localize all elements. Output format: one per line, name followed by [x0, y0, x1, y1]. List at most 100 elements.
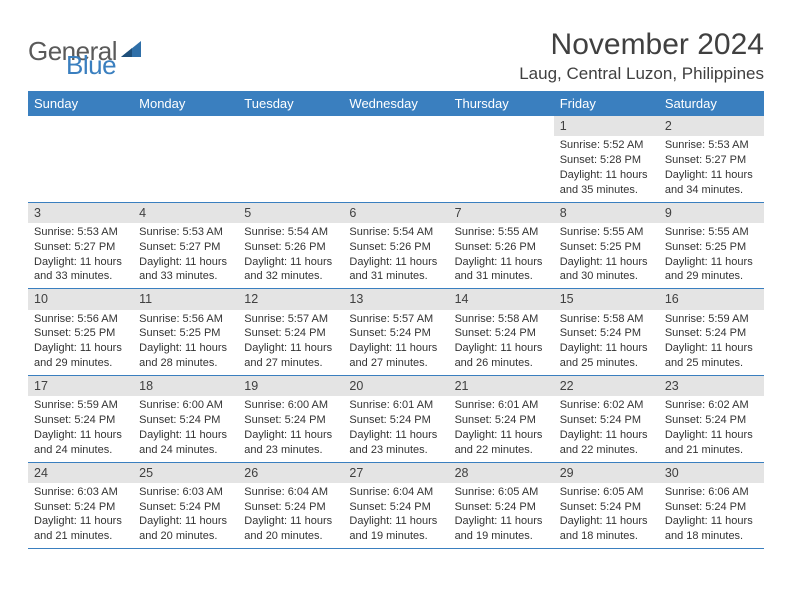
day-daylight: Daylight: 11 hours and 27 minutes.: [349, 341, 442, 371]
day-body: Sunrise: 6:02 AMSunset: 5:24 PMDaylight:…: [554, 396, 659, 461]
day-daylight: Daylight: 11 hours and 24 minutes.: [34, 428, 127, 458]
weekday-header: Saturday: [659, 91, 764, 116]
day-number: 18: [133, 376, 238, 396]
day-sunset: Sunset: 5:24 PM: [34, 500, 127, 515]
day-daylight: Daylight: 11 hours and 32 minutes.: [244, 255, 337, 285]
day-body: Sunrise: 5:55 AMSunset: 5:26 PMDaylight:…: [449, 223, 554, 288]
day-body: Sunrise: 6:06 AMSunset: 5:24 PMDaylight:…: [659, 483, 764, 548]
day-body: Sunrise: 6:00 AMSunset: 5:24 PMDaylight:…: [133, 396, 238, 461]
day-body: Sunrise: 5:53 AMSunset: 5:27 PMDaylight:…: [28, 223, 133, 288]
calendar-cell: [133, 116, 238, 202]
day-daylight: Daylight: 11 hours and 29 minutes.: [34, 341, 127, 371]
weekday-header: Tuesday: [238, 91, 343, 116]
day-daylight: Daylight: 11 hours and 23 minutes.: [349, 428, 442, 458]
day-sunrise: Sunrise: 5:55 AM: [560, 225, 653, 240]
day-sunset: Sunset: 5:25 PM: [139, 326, 232, 341]
day-number: 12: [238, 289, 343, 309]
day-daylight: Daylight: 11 hours and 27 minutes.: [244, 341, 337, 371]
day-sunrise: Sunrise: 5:57 AM: [349, 312, 442, 327]
day-number: 23: [659, 376, 764, 396]
day-number: 1: [554, 116, 659, 136]
day-sunset: Sunset: 5:25 PM: [34, 326, 127, 341]
day-sunset: Sunset: 5:27 PM: [665, 153, 758, 168]
day-body: Sunrise: 6:03 AMSunset: 5:24 PMDaylight:…: [133, 483, 238, 548]
day-sunset: Sunset: 5:24 PM: [349, 326, 442, 341]
day-number: 6: [343, 203, 448, 223]
day-sunrise: Sunrise: 5:57 AM: [244, 312, 337, 327]
day-body: Sunrise: 5:56 AMSunset: 5:25 PMDaylight:…: [133, 310, 238, 375]
day-daylight: Daylight: 11 hours and 30 minutes.: [560, 255, 653, 285]
day-body: Sunrise: 5:59 AMSunset: 5:24 PMDaylight:…: [659, 310, 764, 375]
calendar-cell: 3Sunrise: 5:53 AMSunset: 5:27 PMDaylight…: [28, 202, 133, 289]
calendar-row: 3Sunrise: 5:53 AMSunset: 5:27 PMDaylight…: [28, 202, 764, 289]
day-body: Sunrise: 5:55 AMSunset: 5:25 PMDaylight:…: [554, 223, 659, 288]
day-sunrise: Sunrise: 5:58 AM: [455, 312, 548, 327]
day-sunset: Sunset: 5:27 PM: [139, 240, 232, 255]
day-daylight: Daylight: 11 hours and 23 minutes.: [244, 428, 337, 458]
day-sunrise: Sunrise: 6:03 AM: [139, 485, 232, 500]
day-body: Sunrise: 5:53 AMSunset: 5:27 PMDaylight:…: [133, 223, 238, 288]
weekday-header-row: Sunday Monday Tuesday Wednesday Thursday…: [28, 91, 764, 116]
calendar-cell: 25Sunrise: 6:03 AMSunset: 5:24 PMDayligh…: [133, 462, 238, 549]
day-number: 9: [659, 203, 764, 223]
day-sunset: Sunset: 5:24 PM: [560, 326, 653, 341]
day-daylight: Daylight: 11 hours and 33 minutes.: [34, 255, 127, 285]
calendar-cell: 11Sunrise: 5:56 AMSunset: 5:25 PMDayligh…: [133, 289, 238, 376]
calendar-cell: 24Sunrise: 6:03 AMSunset: 5:24 PMDayligh…: [28, 462, 133, 549]
calendar-cell: 28Sunrise: 6:05 AMSunset: 5:24 PMDayligh…: [449, 462, 554, 549]
day-sunrise: Sunrise: 6:04 AM: [349, 485, 442, 500]
day-body: Sunrise: 6:05 AMSunset: 5:24 PMDaylight:…: [554, 483, 659, 548]
day-number: 5: [238, 203, 343, 223]
day-daylight: Daylight: 11 hours and 19 minutes.: [349, 514, 442, 544]
day-body: Sunrise: 6:02 AMSunset: 5:24 PMDaylight:…: [659, 396, 764, 461]
day-number: 2: [659, 116, 764, 136]
calendar-cell: 4Sunrise: 5:53 AMSunset: 5:27 PMDaylight…: [133, 202, 238, 289]
day-sunrise: Sunrise: 5:53 AM: [34, 225, 127, 240]
calendar-cell: 21Sunrise: 6:01 AMSunset: 5:24 PMDayligh…: [449, 375, 554, 462]
day-daylight: Daylight: 11 hours and 34 minutes.: [665, 168, 758, 198]
day-body: Sunrise: 6:04 AMSunset: 5:24 PMDaylight:…: [238, 483, 343, 548]
day-sunrise: Sunrise: 5:56 AM: [34, 312, 127, 327]
weekday-header: Thursday: [449, 91, 554, 116]
day-sunrise: Sunrise: 6:05 AM: [455, 485, 548, 500]
day-sunset: Sunset: 5:28 PM: [560, 153, 653, 168]
day-number: 7: [449, 203, 554, 223]
day-sunset: Sunset: 5:24 PM: [455, 500, 548, 515]
day-daylight: Daylight: 11 hours and 22 minutes.: [560, 428, 653, 458]
day-body: Sunrise: 6:03 AMSunset: 5:24 PMDaylight:…: [28, 483, 133, 548]
calendar-cell: [343, 116, 448, 202]
day-daylight: Daylight: 11 hours and 18 minutes.: [665, 514, 758, 544]
day-body: Sunrise: 5:58 AMSunset: 5:24 PMDaylight:…: [554, 310, 659, 375]
day-sunset: Sunset: 5:24 PM: [560, 500, 653, 515]
day-sunset: Sunset: 5:24 PM: [455, 326, 548, 341]
calendar-cell: 13Sunrise: 5:57 AMSunset: 5:24 PMDayligh…: [343, 289, 448, 376]
calendar-cell: 29Sunrise: 6:05 AMSunset: 5:24 PMDayligh…: [554, 462, 659, 549]
day-sunrise: Sunrise: 6:00 AM: [244, 398, 337, 413]
calendar-cell: 9Sunrise: 5:55 AMSunset: 5:25 PMDaylight…: [659, 202, 764, 289]
day-sunset: Sunset: 5:25 PM: [665, 240, 758, 255]
day-sunrise: Sunrise: 5:54 AM: [349, 225, 442, 240]
calendar-cell: 10Sunrise: 5:56 AMSunset: 5:25 PMDayligh…: [28, 289, 133, 376]
day-body: Sunrise: 5:56 AMSunset: 5:25 PMDaylight:…: [28, 310, 133, 375]
day-sunset: Sunset: 5:24 PM: [244, 326, 337, 341]
day-daylight: Daylight: 11 hours and 22 minutes.: [455, 428, 548, 458]
calendar-cell: 6Sunrise: 5:54 AMSunset: 5:26 PMDaylight…: [343, 202, 448, 289]
day-number: 28: [449, 463, 554, 483]
day-sunset: Sunset: 5:24 PM: [665, 500, 758, 515]
calendar-table: Sunday Monday Tuesday Wednesday Thursday…: [28, 91, 764, 549]
day-sunrise: Sunrise: 5:54 AM: [244, 225, 337, 240]
day-number: 17: [28, 376, 133, 396]
day-daylight: Daylight: 11 hours and 20 minutes.: [139, 514, 232, 544]
calendar-cell: 7Sunrise: 5:55 AMSunset: 5:26 PMDaylight…: [449, 202, 554, 289]
day-daylight: Daylight: 11 hours and 35 minutes.: [560, 168, 653, 198]
day-number: 15: [554, 289, 659, 309]
day-sunrise: Sunrise: 6:03 AM: [34, 485, 127, 500]
day-sunrise: Sunrise: 5:52 AM: [560, 138, 653, 153]
day-sunrise: Sunrise: 6:02 AM: [665, 398, 758, 413]
calendar-cell: 1 Sunrise: 5:52 AMSunset: 5:28 PMDaylight…: [554, 116, 659, 202]
day-daylight: Daylight: 11 hours and 26 minutes.: [455, 341, 548, 371]
day-body: Sunrise: 5:54 AMSunset: 5:26 PMDaylight:…: [238, 223, 343, 288]
day-sunset: Sunset: 5:24 PM: [455, 413, 548, 428]
day-number: 22: [554, 376, 659, 396]
weekday-header: Friday: [554, 91, 659, 116]
